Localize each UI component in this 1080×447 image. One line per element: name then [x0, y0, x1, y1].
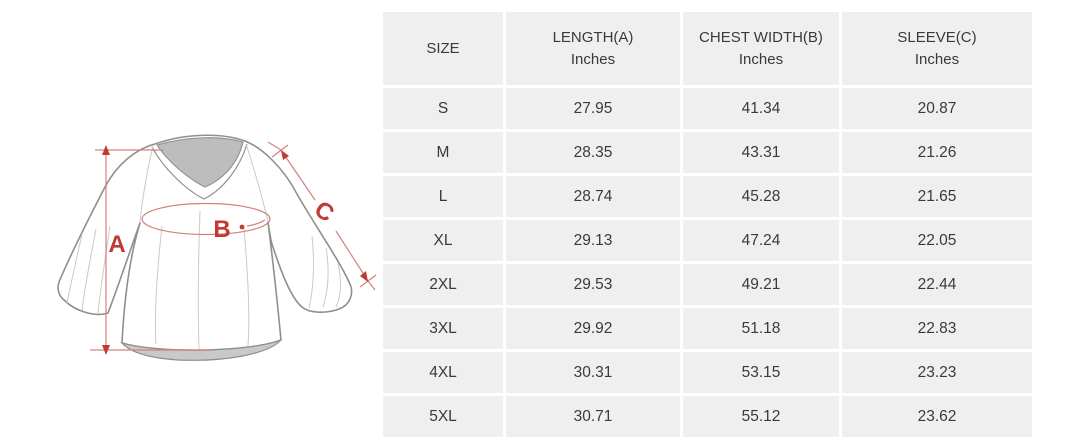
- label-a: A: [108, 231, 125, 258]
- header-cell-chest-width: CHEST WIDTH(B) Inches: [683, 12, 839, 85]
- cell-sleeve: 21.65: [842, 176, 1032, 217]
- header-unit: Inches: [914, 50, 960, 68]
- garment-fold-lines: [66, 143, 341, 351]
- cell-chest: 45.28: [683, 176, 839, 217]
- cell-chest: 43.31: [683, 132, 839, 173]
- cell-sleeve: 23.23: [842, 352, 1032, 393]
- header-unit: Inches: [570, 50, 616, 68]
- table-header-row: SIZE LENGTH(A) Inches CHEST WIDTH(B) Inc…: [383, 12, 1032, 85]
- cell-size: S: [383, 88, 503, 129]
- cell-size: XL: [383, 220, 503, 261]
- garment-drawing: [57, 134, 353, 361]
- garment-neck-fill: [156, 137, 244, 188]
- cell-chest: 55.12: [683, 396, 839, 437]
- cell-length: 30.71: [506, 396, 680, 437]
- cell-size: M: [383, 132, 503, 173]
- header-cell-length: LENGTH(A) Inches: [506, 12, 680, 85]
- size-chart-table: SIZE LENGTH(A) Inches CHEST WIDTH(B) Inc…: [380, 9, 1035, 440]
- cell-sleeve: 22.05: [842, 220, 1032, 261]
- arrowhead-a-bottom: [102, 345, 110, 355]
- table-row-4xl: 4XL 30.31 53.15 23.23: [383, 352, 1032, 393]
- cell-size: L: [383, 176, 503, 217]
- garment-body: [57, 134, 353, 352]
- cell-sleeve: 21.26: [842, 132, 1032, 173]
- cell-sleeve: 22.44: [842, 264, 1032, 305]
- cell-length: 29.13: [506, 220, 680, 261]
- cell-chest: 47.24: [683, 220, 839, 261]
- table-row-l: L 28.74 45.28 21.65: [383, 176, 1032, 217]
- cell-sleeve: 23.62: [842, 396, 1032, 437]
- measurement-arrow-c: [267, 141, 377, 291]
- cell-length: 28.35: [506, 132, 680, 173]
- arrowhead-c-bottom: [360, 271, 368, 282]
- header-cell-sleeve: SLEEVE(C) Inches: [842, 12, 1032, 85]
- cell-chest: 53.15: [683, 352, 839, 393]
- cell-sleeve: 22.83: [842, 308, 1032, 349]
- header-unit: Inches: [738, 50, 784, 68]
- table-row-3xl: 3XL 29.92 51.18 22.83: [383, 308, 1032, 349]
- cell-sleeve: 20.87: [842, 88, 1032, 129]
- arrowhead-b: [239, 224, 245, 230]
- cell-chest: 41.34: [683, 88, 839, 129]
- cell-length: 28.74: [506, 176, 680, 217]
- table-row-s: S 27.95 41.34 20.87: [383, 88, 1032, 129]
- cell-size: 2XL: [383, 264, 503, 305]
- cell-length: 30.31: [506, 352, 680, 393]
- cell-length: 29.53: [506, 264, 680, 305]
- header-label: LENGTH(A): [552, 28, 634, 46]
- garment-collar-line: [151, 143, 248, 200]
- header-label: SLEEVE(C): [897, 28, 977, 46]
- table-row-xl: XL 29.13 47.24 22.05: [383, 220, 1032, 261]
- cell-length: 29.92: [506, 308, 680, 349]
- cell-size: 5XL: [383, 396, 503, 437]
- cell-chest: 49.21: [683, 264, 839, 305]
- arrowhead-c-top: [281, 150, 289, 160]
- cell-size: 3XL: [383, 308, 503, 349]
- garment-measurement-diagram: A B C: [57, 134, 377, 361]
- cell-chest: 51.18: [683, 308, 839, 349]
- cell-size: 4XL: [383, 352, 503, 393]
- measurement-ellipse-b: [141, 202, 271, 236]
- table-row-m: M 28.35 43.31 21.26: [383, 132, 1032, 173]
- cell-length: 27.95: [506, 88, 680, 129]
- header-label: CHEST WIDTH(B): [699, 28, 823, 46]
- table-row-2xl: 2XL 29.53 49.21 22.44: [383, 264, 1032, 305]
- table-row-5xl: 5XL 30.71 55.12 23.62: [383, 396, 1032, 437]
- header-cell-size: SIZE: [383, 12, 503, 85]
- arrowhead-a-top: [102, 145, 110, 155]
- header-label: SIZE: [426, 39, 460, 57]
- label-b: B: [213, 216, 230, 243]
